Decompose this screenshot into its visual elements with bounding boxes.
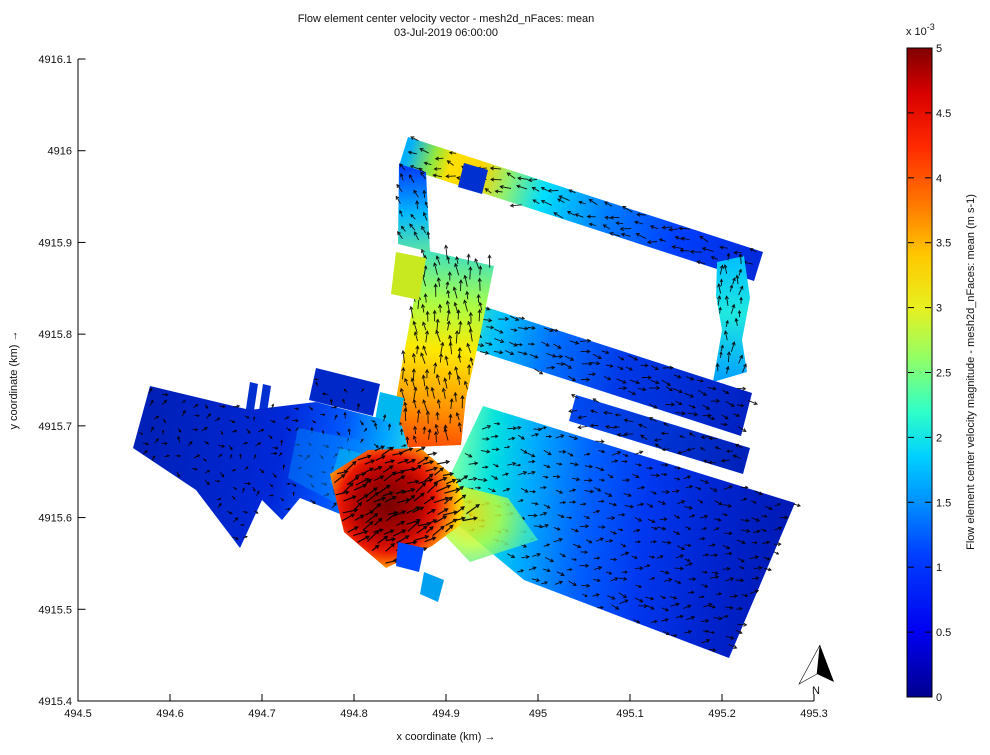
- colorbar-tick-label: 2: [936, 432, 942, 444]
- quiver-arrows-pier-block: [314, 378, 365, 410]
- colorbar-tick-label: 0: [936, 692, 942, 704]
- x-tick-label: 494.8: [340, 708, 368, 720]
- y-axis-label: y coordinate (km) →: [8, 330, 20, 429]
- colorbar-tick-label: 1.5: [936, 497, 951, 509]
- quiver-arrows-southeast-basin: [450, 422, 802, 652]
- x-tick-label: 494.5: [64, 708, 92, 720]
- mesh-region-band-a: [399, 137, 763, 281]
- y-tick-label: 4916: [48, 146, 72, 158]
- north-arrow-label: N: [812, 685, 820, 697]
- colorbar-tick-label: 4.5: [936, 108, 951, 120]
- colorbar-label: Flow element center velocity magnitude -…: [965, 194, 977, 550]
- mesh-region-band-a-tab: [458, 163, 488, 194]
- quiver-arrows-junction: [333, 445, 481, 564]
- mesh-region-southeast-basin: [446, 406, 795, 658]
- mesh-region-band-c: [569, 395, 750, 474]
- colorbar-exponent-label: x 10-3: [906, 22, 935, 38]
- north-arrow-icon: N: [798, 644, 834, 697]
- colorbar-tick-label: 2.5: [936, 368, 951, 380]
- quiver-arrows-bend-west: [395, 163, 431, 241]
- chart-subtitle-timestamp: 03-Jul-2019 06:00:00: [394, 27, 498, 39]
- mesh-region-pier-block: [309, 368, 380, 416]
- colorbar-tick-label: 0.5: [936, 627, 951, 639]
- colorbar-tick-label: 5: [936, 43, 942, 55]
- x-tick-label: 495.3: [800, 708, 828, 720]
- mesh-region-connector: [713, 256, 750, 382]
- y-tick-label: 4915.9: [38, 237, 72, 249]
- x-tick-label: 495.2: [708, 708, 736, 720]
- colorbar-tick-label: 3.5: [936, 238, 951, 250]
- mesh-layer: [133, 136, 802, 658]
- x-tick-label: 494.7: [248, 708, 276, 720]
- mesh-region-junction-south-bit: [396, 542, 424, 572]
- quiver-arrows-band-c: [568, 394, 743, 465]
- x-tick-label: 495.1: [616, 708, 644, 720]
- colorbar-tick-label: 1: [936, 562, 942, 574]
- x-tick-label: 495: [529, 708, 547, 720]
- x-tick-label: 494.6: [156, 708, 184, 720]
- north-arrow-dark-half: [817, 645, 834, 682]
- y-tick-label: 4915.4: [38, 696, 72, 708]
- y-tick-label: 4915.5: [38, 604, 72, 616]
- chart-title: Flow element center velocity vector - me…: [298, 13, 595, 25]
- colorbar-tick-label: 3: [936, 303, 942, 315]
- x-tick-label: 494.9: [432, 708, 460, 720]
- x-axis-label: x coordinate (km) →: [396, 731, 495, 743]
- mesh-region-bend-west: [398, 164, 430, 252]
- colorbar-tick-label: 4: [936, 173, 942, 185]
- mesh-region-bend-blob: [391, 252, 426, 300]
- colorbar: 0 0.5 1 1.5 2 2.5 3 3.5 4 4.5 5: [906, 43, 951, 704]
- axes-layer: 494.5 494.6 494.7 494.8 494.9 495 495.1 495.2 49…: [38, 54, 827, 720]
- y-tick-label: 4915.6: [38, 513, 72, 525]
- north-arrow-light-half: [798, 644, 821, 685]
- y-tick-label: 4915.8: [38, 329, 72, 341]
- quiver-arrows-connector: [715, 252, 747, 374]
- quiver-arrows-west-basin: [139, 387, 418, 540]
- y-tick-label: 4915.7: [38, 421, 72, 433]
- mesh-region-junction-south-bit-2: [420, 572, 444, 602]
- colorbar-border: [906, 47, 933, 698]
- y-tick-label: 4916.1: [38, 54, 72, 66]
